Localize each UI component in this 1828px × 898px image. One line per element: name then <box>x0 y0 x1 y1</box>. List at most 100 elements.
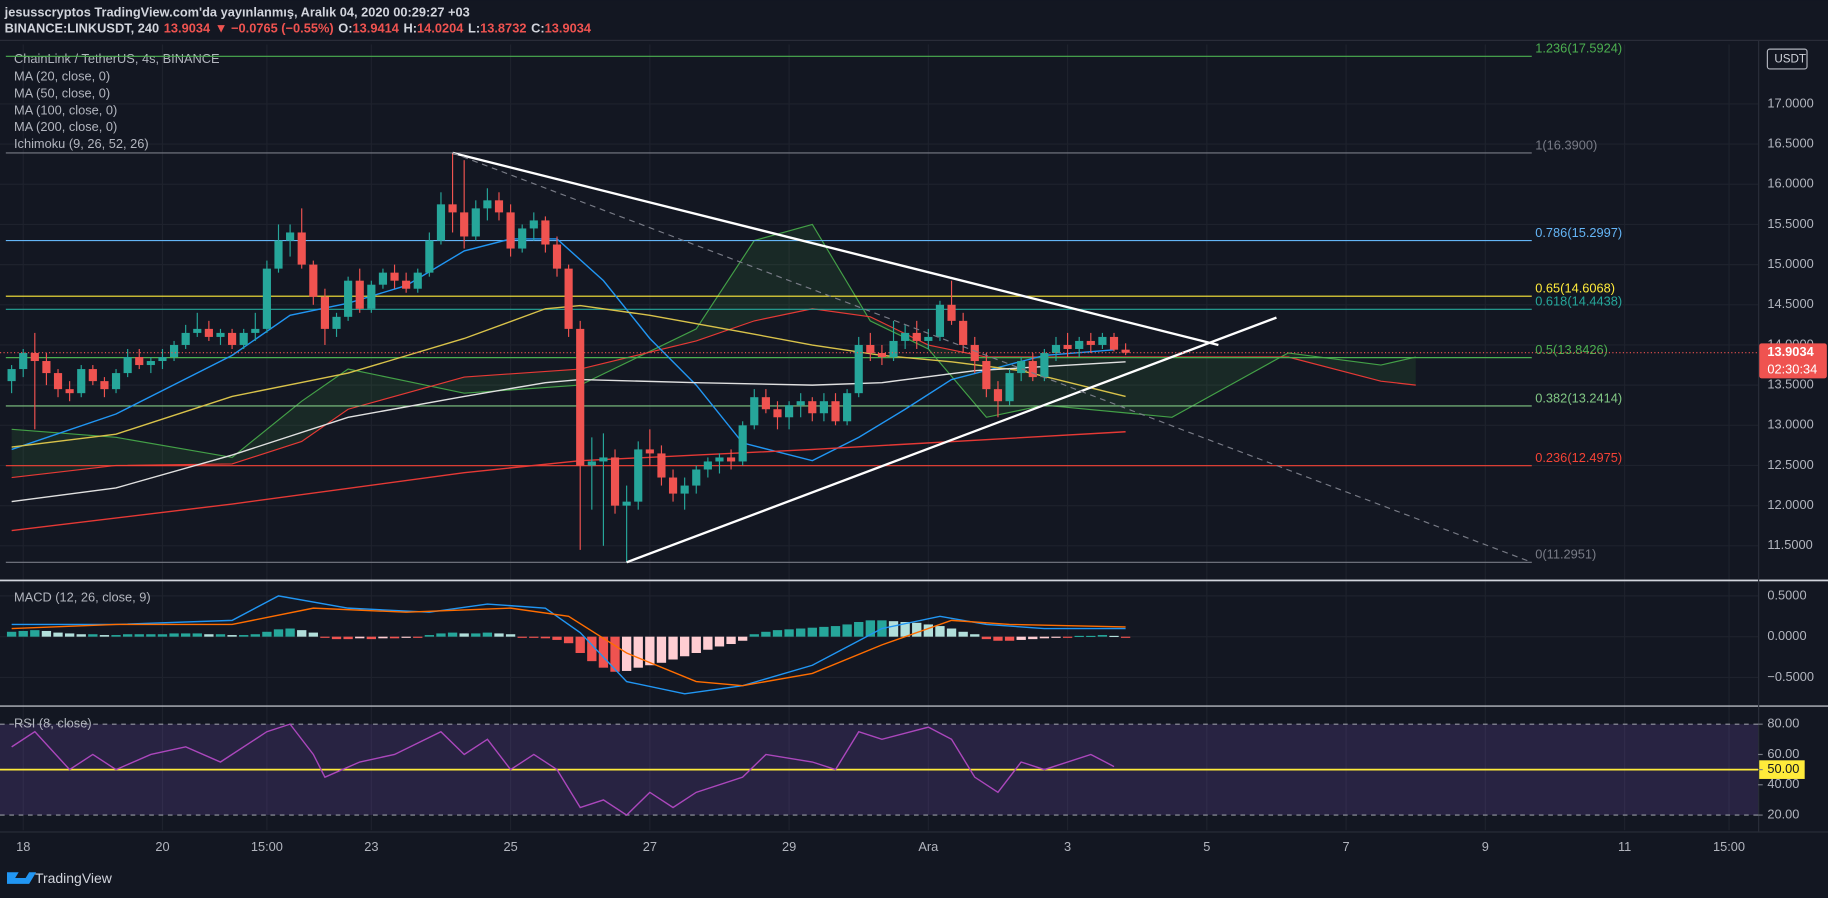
candle-body <box>576 328 585 466</box>
candle-body <box>425 240 434 273</box>
brand: TradingView <box>35 870 113 886</box>
midline-tag <box>1759 760 1805 779</box>
ichimoku-span-b <box>11 308 1416 479</box>
histogram-bar <box>297 630 307 637</box>
pane-separator <box>0 579 1828 582</box>
candle-body <box>622 501 631 506</box>
histogram-bar <box>134 634 144 637</box>
currency: USDT <box>1774 53 1806 66</box>
fib-label: 0.618(14.4438) <box>1535 294 1622 309</box>
histogram-bar <box>6 631 17 637</box>
candle-body <box>378 272 388 285</box>
pane-separator <box>0 705 1828 707</box>
x-tick-label: 29 <box>782 839 796 854</box>
fib-label: 0(11.2951) <box>1535 547 1596 562</box>
header-border <box>0 39 1828 41</box>
candle-body <box>1017 361 1026 374</box>
x-axis-border <box>0 831 1828 833</box>
histogram-bar <box>1004 636 1015 641</box>
candle-body <box>726 457 736 462</box>
y-tick-label: 15.5000 <box>1767 216 1813 231</box>
histogram-bar <box>598 636 609 668</box>
histogram-bar <box>273 629 284 637</box>
histogram-bar <box>563 636 574 644</box>
candle-body <box>703 461 712 470</box>
histogram-bar <box>482 632 493 637</box>
candle-body <box>912 332 921 341</box>
fib-label: 1(16.3900) <box>1535 137 1597 152</box>
publish-info: jesusscryptos TradingView.com'da yayınla… <box>4 4 470 19</box>
x-tick-label: 15:00 <box>251 839 283 854</box>
y-tick-label: 16.0000 <box>1767 176 1813 191</box>
histogram-bar <box>691 636 701 653</box>
candle-body <box>448 204 457 213</box>
histogram-bar <box>796 628 806 637</box>
histogram-bar <box>993 636 1003 641</box>
histogram-bar <box>471 633 481 637</box>
histogram-bar <box>1086 635 1096 638</box>
candle-body <box>30 352 39 362</box>
histogram-bar <box>923 624 934 637</box>
candle-body <box>413 272 422 289</box>
candle-body <box>19 352 28 370</box>
histogram-bar <box>494 633 504 637</box>
candle-body <box>123 357 132 374</box>
candle-body <box>935 304 945 337</box>
histogram-bar <box>53 632 63 637</box>
histogram-bar <box>679 636 690 657</box>
x-tick-label: 23 <box>364 839 378 854</box>
histogram-bar <box>946 628 957 637</box>
x-tick-label: 20 <box>155 839 169 854</box>
change: ▼ −0.0765 (−0.55%) <box>215 21 334 36</box>
moving-average <box>11 361 1126 503</box>
macd-line <box>11 595 1126 695</box>
plot-layer: 18 20 15:00 23 25 27 29 Ara 3 5 7 9 11 15:00 11.5000 12… <box>0 41 1828 854</box>
y-tick-label: 13.5000 <box>1767 377 1813 392</box>
y-tick-label: 80.00 <box>1767 716 1799 731</box>
candle-body <box>65 389 74 394</box>
candle-body <box>355 280 364 309</box>
candle-body <box>831 401 840 422</box>
candle-body <box>344 280 353 317</box>
candle-body <box>947 304 956 321</box>
pane-title: MACD (12, 26, close, 9) <box>14 590 151 605</box>
candle-body <box>1063 344 1072 349</box>
histogram-bar <box>30 630 40 637</box>
histogram-bar <box>99 635 110 637</box>
open: 13.9414 <box>353 21 400 36</box>
candle-body <box>181 332 190 345</box>
brand-logo <box>6 872 37 884</box>
histogram-bar <box>366 636 377 640</box>
histogram-bar <box>204 634 214 637</box>
candle-body <box>320 296 330 329</box>
x-tick-label: 27 <box>643 839 657 854</box>
y-tick-label: 15.0000 <box>1767 256 1813 271</box>
histogram-bar <box>378 636 388 639</box>
candle-body <box>657 453 666 478</box>
candle-body <box>1005 373 1014 402</box>
candle-body <box>970 344 979 362</box>
candle-body <box>692 469 701 486</box>
candle-body <box>901 332 910 341</box>
candle-body <box>42 361 51 374</box>
candle-body <box>193 328 202 333</box>
candle-body <box>518 228 527 249</box>
histogram-bar <box>122 634 133 637</box>
histogram-bar <box>645 636 655 666</box>
candle-body <box>471 208 480 237</box>
histogram-bar <box>668 636 678 660</box>
countdown: 02:30:34 <box>1767 362 1817 377</box>
candle-body <box>715 457 724 462</box>
candle-body <box>158 357 167 362</box>
candle-body <box>889 340 898 358</box>
histogram-bar <box>1109 635 1119 638</box>
candle-body <box>959 320 968 345</box>
histogram-bar <box>1016 636 1026 640</box>
macd-line <box>11 607 1126 687</box>
x-tick-label: 9 <box>1482 839 1489 854</box>
candle-body <box>1075 340 1084 349</box>
candle-body <box>204 328 213 337</box>
candle-body <box>1121 349 1130 353</box>
histogram-bar <box>64 633 75 637</box>
histogram-bar <box>18 630 28 637</box>
